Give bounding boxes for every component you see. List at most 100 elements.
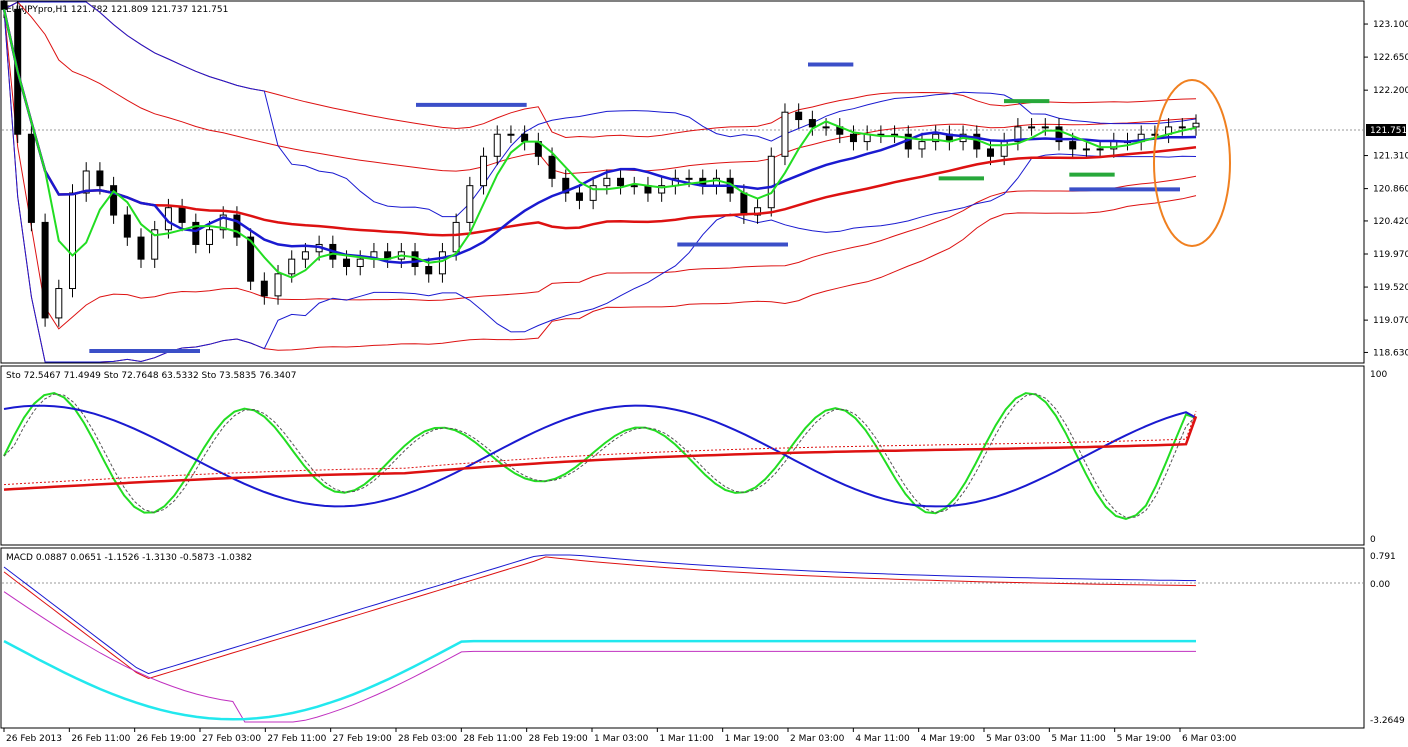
candle-body (96, 170, 104, 187)
price-tick-label: 121.310 (1373, 152, 1408, 162)
time-tick-label: 28 Feb 19:00 (529, 734, 588, 744)
price-axis: 123.100 122.650 122.200 121.310 120.860 120.4… (1364, 20, 1408, 358)
time-tick-label: 26 Feb 11:00 (71, 734, 130, 744)
ema-blue-line (2, 9, 1197, 265)
time-tick-label: 26 Feb 2013 (6, 734, 62, 744)
stochastic-slow-signal (3, 411, 1197, 486)
candle-body (123, 214, 131, 238)
highlight-ellipse (1153, 79, 1231, 247)
stochastic-fast-line (3, 391, 1197, 521)
candle-body (575, 192, 583, 201)
candle-body (603, 177, 611, 187)
candle-body (438, 251, 446, 275)
candle-body (0, 1, 8, 10)
ema-red-line (2, 9, 1197, 237)
candle-body (1028, 126, 1036, 129)
time-tick-label: 27 Feb 03:00 (202, 734, 261, 744)
candle-body (808, 119, 816, 128)
stochastic-tick-0: 0 (1370, 535, 1376, 545)
candle-body (356, 258, 364, 267)
price-tick-label: 122.200 (1373, 86, 1408, 96)
time-tick-label: 1 Mar 19:00 (725, 734, 780, 744)
macd-slow-signal (3, 591, 1196, 723)
candle-body (192, 221, 200, 245)
candle-body (1069, 141, 1077, 150)
candle-body (918, 141, 926, 150)
candle-body (589, 185, 597, 201)
macd-panel[interactable] (0, 547, 1365, 729)
bollinger-band-red (3, 1, 1197, 175)
time-tick-label: 27 Feb 11:00 (267, 734, 326, 744)
candle-body (1082, 148, 1090, 151)
candle-body (247, 236, 255, 282)
candle-body (151, 229, 159, 260)
price-tick-label: 118.630 (1373, 348, 1408, 358)
candle-body (1041, 126, 1049, 129)
candle-body (521, 133, 529, 143)
candle-body (754, 207, 762, 216)
candle-body (740, 192, 748, 216)
time-tick-label: 1 Mar 11:00 (659, 734, 714, 744)
candle-body (260, 280, 268, 297)
candle-body (658, 185, 666, 194)
macd-header: MACD 0.0887 0.0651 -1.1526 -1.3130 -0.58… (6, 553, 252, 563)
candle-body (301, 251, 309, 260)
candle-body (41, 221, 49, 319)
price-tick-label: 119.970 (1373, 250, 1408, 260)
price-layer (0, 0, 1200, 363)
ema-green-line (3, 9, 1197, 279)
stochastic-header: Sto 72.5467 71.4949 Sto 72.7648 63.5332 … (6, 371, 296, 381)
stochastic-tick-100: 100 (1370, 370, 1387, 380)
candle-body (1151, 133, 1159, 136)
candle-body (507, 133, 515, 136)
time-tick-label: 27 Feb 19:00 (333, 734, 392, 744)
candle-body (562, 177, 570, 194)
candle-body (178, 207, 186, 223)
macd-layer (3, 554, 1197, 723)
candle-body (1055, 126, 1063, 143)
candle-body (82, 170, 90, 194)
macd-slow-line (3, 639, 1196, 721)
candle-body (932, 133, 940, 143)
current-price-label: 121.751 (1370, 126, 1407, 136)
candle-body (849, 133, 857, 143)
macd-tick-max: 0.791 (1370, 552, 1396, 562)
candle-body (1000, 141, 1008, 157)
time-tick-label: 5 Mar 19:00 (1117, 734, 1172, 744)
time-tick-label: 5 Mar 03:00 (986, 734, 1041, 744)
macd-tick-zero: 0.00 (1370, 580, 1390, 590)
macd-signal-line (3, 556, 1197, 680)
candle-body (343, 258, 351, 267)
candle-body (425, 265, 433, 275)
macd-tick-min: -3.2649 (1370, 716, 1405, 726)
time-tick-label: 1 Mar 03:00 (594, 734, 649, 744)
time-tick-label: 6 Mar 03:00 (1182, 734, 1237, 744)
candle-body (767, 155, 775, 209)
bollinger-band-blue (3, 9, 1197, 363)
time-tick-label: 5 Mar 11:00 (1051, 734, 1106, 744)
time-tick-label: 2 Mar 03:00 (790, 734, 845, 744)
candle-body (986, 148, 994, 157)
candle-body (795, 111, 803, 121)
candle-body (480, 155, 488, 187)
candle-body (206, 229, 214, 245)
price-tick-label: 119.520 (1373, 283, 1408, 293)
candle-body (110, 185, 118, 216)
price-tick-label: 120.860 (1373, 185, 1408, 195)
candle-body (891, 133, 899, 136)
time-axis: 26 Feb 2013 26 Feb 11:00 26 Feb 19:00 27 Fe… (3, 728, 1237, 744)
candle-body (233, 214, 241, 238)
candle-body (69, 192, 77, 290)
time-tick-label: 4 Mar 19:00 (921, 734, 976, 744)
time-tick-label: 28 Feb 11:00 (463, 734, 522, 744)
candle-body (1096, 148, 1104, 151)
candle-body (137, 236, 145, 260)
candle-body (548, 155, 556, 179)
current-price-tag (1366, 124, 1406, 136)
price-tick-label: 123.100 (1373, 20, 1408, 30)
candle-body (219, 214, 227, 231)
stochastic-layer (3, 391, 1198, 521)
price-header: EURJPYpro,H1 121.782 121.809 121.737 121… (6, 5, 228, 15)
candle-body (617, 177, 625, 187)
